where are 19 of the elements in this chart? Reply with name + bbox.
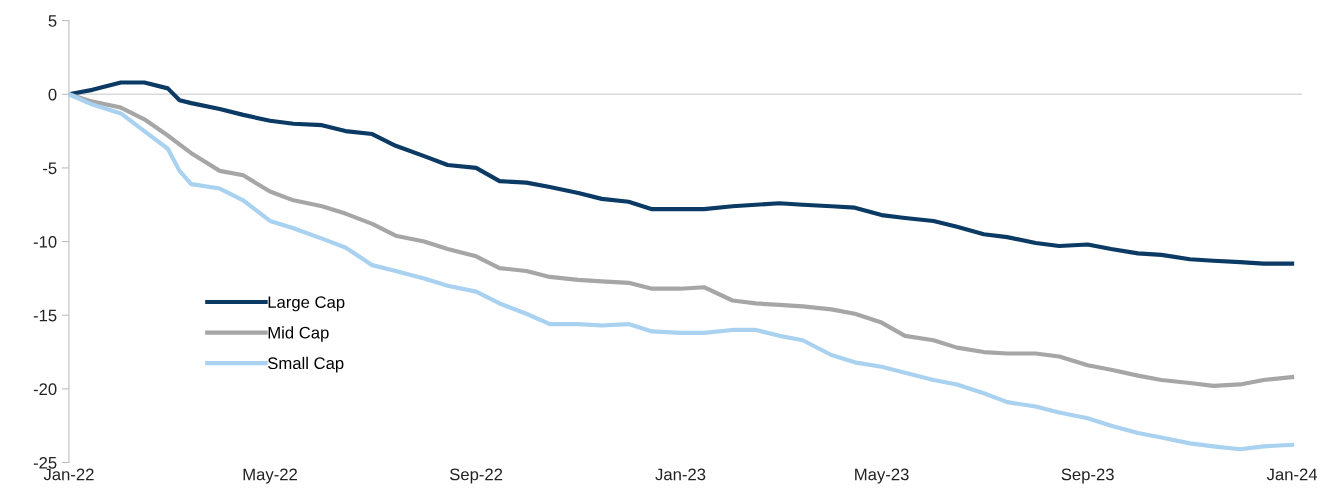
y-tick-label: 0 bbox=[48, 88, 57, 101]
y-tick-label: -10 bbox=[33, 235, 57, 248]
x-tick-label: Jan-24 bbox=[1266, 468, 1318, 481]
line-series bbox=[68, 80, 1295, 266]
legend-label: Large Cap bbox=[268, 296, 345, 312]
y-tick-label: 5 bbox=[48, 15, 57, 27]
x-tick-label: May-23 bbox=[855, 468, 909, 484]
y-tick-label: -25 bbox=[33, 456, 57, 469]
line-series bbox=[68, 92, 1295, 452]
legend-label: Small Cap bbox=[268, 356, 344, 373]
x-tick-label: Sep-22 bbox=[449, 468, 503, 484]
x-tick-label: May-22 bbox=[243, 468, 297, 484]
x-tick-label: Jan-23 bbox=[655, 468, 706, 481]
y-tick-label: -15 bbox=[33, 309, 57, 322]
x-tick-label: Jan-22 bbox=[43, 468, 94, 481]
y-tick-label: -5 bbox=[43, 162, 57, 175]
legend-label: Mid Cap bbox=[268, 326, 329, 342]
y-tick-label: -20 bbox=[33, 383, 57, 396]
x-tick-label: Sep-23 bbox=[1061, 468, 1114, 484]
